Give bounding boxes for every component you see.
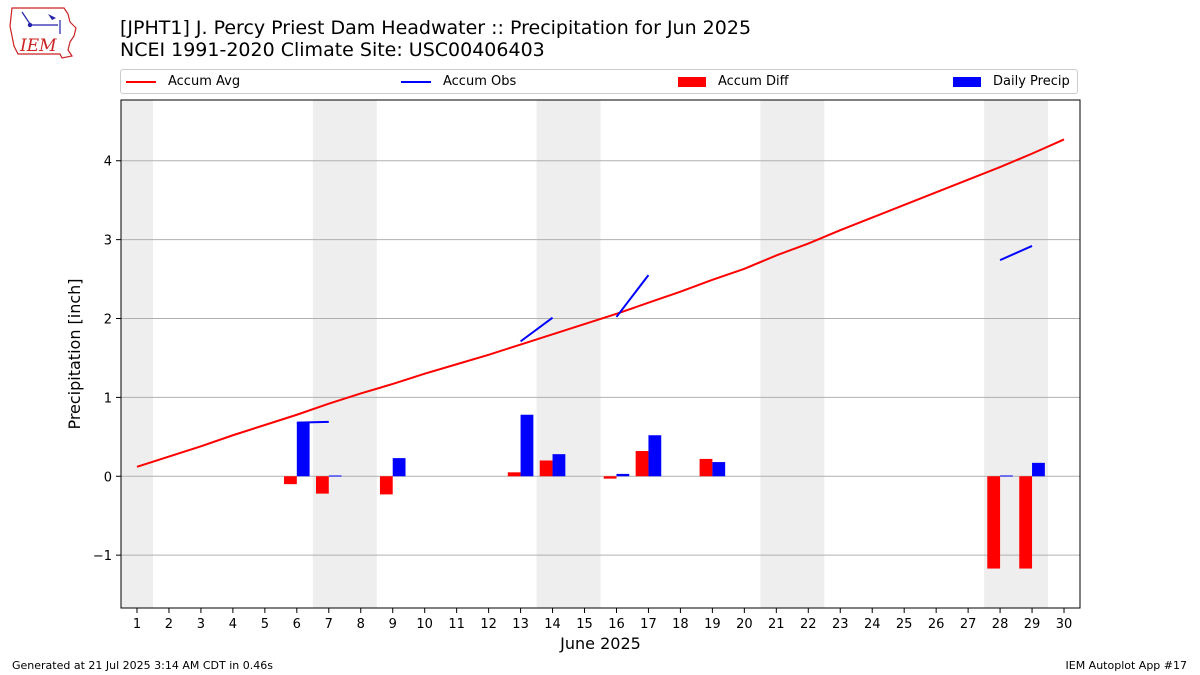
x-tick-label: 13: [512, 617, 529, 632]
x-tick-label: 28: [992, 617, 1009, 632]
legend-swatch-daily-precip: [953, 76, 981, 87]
x-tick-label: 4: [229, 617, 237, 632]
legend-label-accum-diff: Accum Diff: [718, 74, 789, 89]
x-tick-label: 5: [261, 617, 269, 632]
y-tick-label: 1: [104, 391, 112, 406]
footer-app: IEM Autoplot App #17: [1065, 659, 1188, 672]
legend-swatch-accum-avg: [126, 80, 156, 83]
x-tick-label: 20: [736, 617, 753, 632]
x-tick-label: 15: [576, 617, 593, 632]
x-tick-label: 17: [640, 617, 657, 632]
daily-precip-bar: [520, 414, 534, 477]
x-tick-label: 25: [896, 617, 913, 632]
accum-diff-bar: [987, 476, 1001, 569]
x-tick-label: 19: [704, 617, 721, 632]
daily-precip-bar: [648, 435, 662, 477]
daily-precip-bar: [328, 475, 342, 477]
daily-precip-bar: [392, 458, 406, 477]
legend-item-daily-precip: Daily Precip: [953, 74, 1070, 89]
weekend-band: [121, 100, 153, 608]
x-tick-label: 1: [133, 617, 141, 632]
accum-diff-bar: [284, 476, 297, 485]
y-tick-label: 0: [104, 470, 112, 485]
y-tick-label: 3: [104, 234, 112, 249]
chart-title: [JPHT1] J. Percy Priest Dam Headwater ::…: [120, 17, 751, 61]
footer-generated: Generated at 21 Jul 2025 3:14 AM CDT in …: [12, 659, 273, 672]
accum-avg-line: [136, 138, 1065, 468]
x-tick-label: 27: [960, 617, 977, 632]
x-tick-label: 30: [1056, 617, 1073, 632]
accum-diff-bar: [379, 476, 393, 495]
accum-obs-line: [296, 420, 329, 424]
legend-label-accum-avg: Accum Avg: [168, 74, 241, 89]
x-tick-label: 21: [768, 617, 785, 632]
accum-diff-bar: [539, 460, 553, 477]
accum-diff-bar: [315, 476, 329, 494]
weekend-band: [984, 100, 1049, 608]
accum-diff-bar: [1019, 476, 1033, 569]
x-tick-label: 6: [293, 617, 301, 632]
x-tick-label: 8: [357, 617, 365, 632]
accum-obs-line: [615, 274, 650, 318]
title-line-1: [JPHT1] J. Percy Priest Dam Headwater ::…: [120, 17, 752, 39]
iem-logo: IEM: [9, 7, 77, 59]
accum-diff-bar: [635, 451, 649, 477]
x-tick-label: 22: [800, 617, 817, 632]
weekend-band: [312, 100, 377, 608]
iowa-outline-icon: [9, 7, 77, 59]
x-tick-label: 11: [448, 617, 465, 632]
accum-obs-line: [519, 316, 554, 343]
x-tick-label: 2: [165, 617, 173, 632]
x-tick-label: 24: [864, 617, 881, 632]
daily-precip-bar: [1000, 475, 1013, 477]
legend-swatch-accum-diff: [678, 76, 706, 87]
weekend-band: [760, 100, 825, 608]
daily-precip-bar: [616, 473, 630, 477]
x-tick-label: 18: [672, 617, 689, 632]
y-axis-label: Precipitation [inch]: [65, 278, 84, 429]
daily-precip-bar: [552, 454, 566, 477]
x-tick-label: 9: [389, 617, 397, 632]
legend-item-accum-avg: Accum Avg: [126, 74, 240, 89]
legend-item-accum-diff: Accum Diff: [678, 74, 789, 89]
legend-label-accum-obs: Accum Obs: [443, 74, 517, 89]
daily-precip-bar: [1032, 462, 1045, 477]
y-tick-label: 2: [104, 313, 112, 328]
y-tick-label: 4: [104, 155, 112, 170]
legend-label-daily-precip: Daily Precip: [993, 74, 1070, 89]
accum-diff-bar: [699, 458, 713, 477]
x-tick-label: 26: [928, 617, 945, 632]
x-tick-label: 3: [197, 617, 205, 632]
plot-frame: [120, 99, 1081, 609]
x-tick-label: 10: [416, 617, 433, 632]
daily-precip-bar: [712, 462, 726, 477]
logo-text: IEM: [19, 36, 57, 56]
accum-diff-bar: [507, 472, 521, 477]
legend-swatch-accum-obs: [401, 80, 431, 83]
accum-diff-bar: [603, 476, 617, 479]
weekend-band: [536, 100, 601, 608]
legend-item-accum-obs: Accum Obs: [401, 74, 516, 89]
x-tick-label: 23: [832, 617, 849, 632]
daily-precip-bar: [296, 422, 310, 477]
accum-obs-line: [999, 245, 1033, 262]
x-tick-label: 16: [608, 617, 625, 632]
y-tick-label: −1: [93, 549, 112, 564]
x-tick-label: 7: [325, 617, 333, 632]
x-tick-label: 29: [1024, 617, 1041, 632]
chart-legend: Accum Avg Accum Obs Accum Diff Daily Pre…: [120, 69, 1078, 94]
x-axis-label: June 2025: [559, 634, 641, 653]
x-tick-label: 12: [480, 617, 497, 632]
x-tick-label: 14: [544, 617, 561, 632]
title-line-2: NCEI 1991-2020 Climate Site: USC00406403: [120, 39, 545, 61]
